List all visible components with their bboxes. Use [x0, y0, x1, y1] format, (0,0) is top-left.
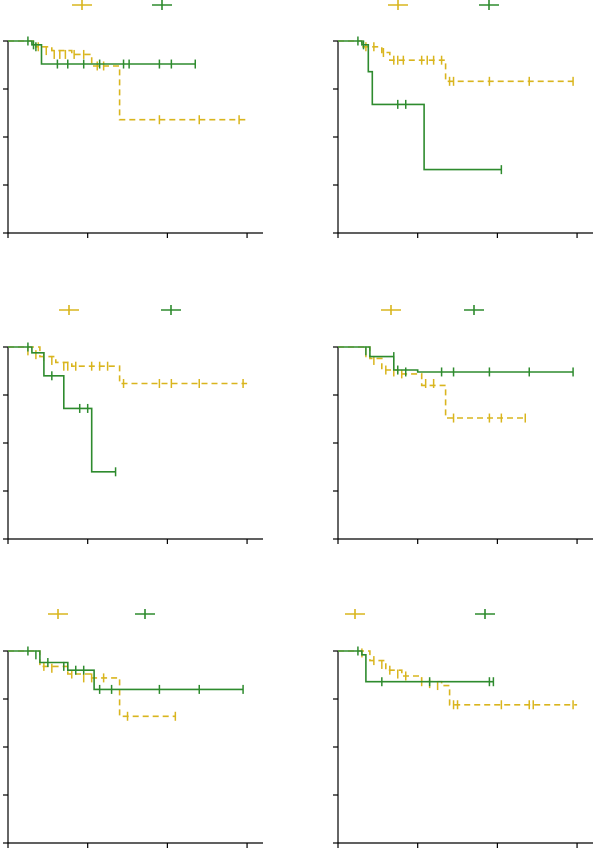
km-panel-1 — [3, 0, 263, 238]
km-panel-6 — [333, 609, 593, 848]
km-curve-series-1 — [338, 40, 574, 83]
legend-marker-1 — [48, 609, 68, 619]
km-panel-3 — [3, 305, 263, 544]
legend-marker-2 — [475, 609, 495, 619]
legend-marker-2 — [479, 0, 499, 10]
legend-marker-1 — [59, 305, 79, 315]
km-curve-series-2 — [338, 346, 574, 373]
legend-marker-1 — [72, 0, 92, 10]
km-curve-series-1 — [338, 650, 578, 706]
legend-marker-1 — [388, 0, 408, 10]
legend-marker-2 — [464, 305, 484, 315]
km-curve-series-1 — [8, 40, 248, 121]
legend-marker-1 — [381, 305, 401, 315]
km-curve-series-2 — [8, 346, 116, 473]
km-panel-5 — [3, 609, 263, 848]
km-curve-series-2 — [338, 40, 502, 171]
km-panel-4 — [333, 305, 593, 544]
legend-marker-1 — [345, 609, 365, 619]
legend-marker-2 — [152, 0, 172, 10]
km-curve-series-1 — [338, 346, 526, 419]
km-panel-2 — [333, 0, 593, 238]
km-curve-series-1 — [8, 650, 176, 718]
legend-marker-2 — [135, 609, 155, 619]
km-curve-series-2 — [8, 650, 244, 691]
legend-marker-2 — [161, 305, 181, 315]
